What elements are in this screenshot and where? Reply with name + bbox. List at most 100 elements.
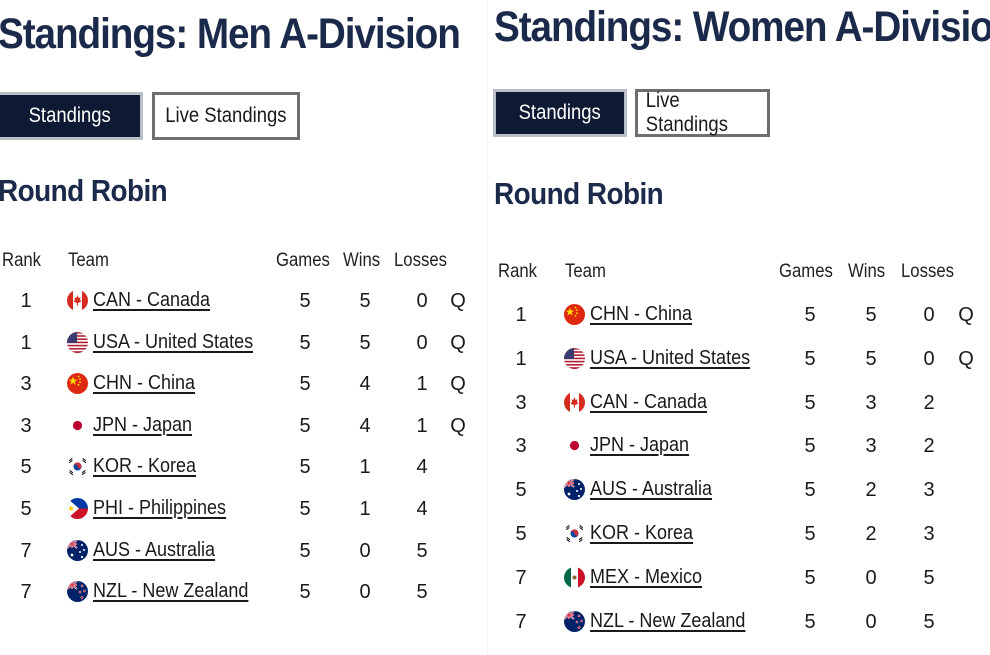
header-games: Games bbox=[779, 261, 833, 282]
team-link[interactable]: AUS - Australia bbox=[590, 478, 713, 501]
rank-value: 3 bbox=[20, 373, 32, 396]
team-link[interactable]: KOR - Korea bbox=[590, 522, 694, 544]
header-rank: Rank bbox=[2, 250, 42, 271]
rank-value: 5 bbox=[20, 498, 32, 520]
header-rank: Rank bbox=[498, 261, 538, 282]
table-row: 3 JPN - Japan 5 3 2 bbox=[488, 434, 990, 479]
losses-value: 3 bbox=[923, 523, 935, 545]
losses-value: 0 bbox=[416, 331, 428, 354]
korea-flag-icon bbox=[67, 456, 88, 478]
games-value: 5 bbox=[804, 479, 816, 502]
new-zealand-flag-icon bbox=[67, 581, 88, 603]
team-cell: USA - United States bbox=[564, 347, 768, 370]
table-row: 5 AUS - Australia 5 2 3 bbox=[488, 478, 990, 523]
rank-value: 5 bbox=[515, 523, 527, 545]
tab-standings[interactable]: Standings bbox=[0, 92, 143, 140]
team-link[interactable]: JPN - Japan bbox=[93, 413, 193, 436]
wins-value: 0 bbox=[865, 610, 877, 633]
team-link[interactable]: NZL - New Zealand bbox=[590, 609, 746, 632]
rank-value: 3 bbox=[515, 435, 527, 458]
team-link[interactable]: MEX - Mexico bbox=[590, 565, 703, 588]
games-value: 5 bbox=[804, 304, 816, 326]
team-cell: PHI - Philippines bbox=[67, 497, 241, 520]
wins-value: 1 bbox=[359, 456, 371, 479]
games-value: 5 bbox=[804, 610, 816, 633]
table-row: 1 CAN - Canada 5 5 0 Q bbox=[0, 289, 487, 332]
team-link[interactable]: KOR - Korea bbox=[93, 455, 197, 478]
header-wins: Wins bbox=[343, 250, 381, 271]
table-row: 3 JPN - Japan 5 4 1 Q bbox=[0, 414, 487, 457]
team-cell: JPN - Japan bbox=[564, 434, 700, 457]
tab-standings[interactable]: Standings bbox=[493, 89, 627, 137]
table-row: 5 KOR - Korea 5 2 3 bbox=[488, 522, 990, 567]
rank-value: 3 bbox=[515, 391, 527, 414]
wins-value: 5 bbox=[865, 304, 877, 326]
wins-value: 4 bbox=[359, 373, 371, 396]
rank-value: 5 bbox=[515, 479, 527, 502]
mexico-flag-icon bbox=[564, 566, 585, 588]
qualified-badge: Q bbox=[450, 373, 466, 396]
games-value: 5 bbox=[804, 347, 816, 370]
wins-value: 3 bbox=[865, 435, 877, 458]
rank-value: 7 bbox=[515, 610, 527, 633]
wins-value: 2 bbox=[865, 479, 877, 502]
team-cell: CHN - China bbox=[67, 372, 206, 395]
canada-flag-icon bbox=[564, 391, 585, 413]
losses-value: 5 bbox=[416, 581, 428, 604]
losses-value: 1 bbox=[416, 373, 428, 396]
tab-live-standings[interactable]: Live Standings bbox=[635, 89, 770, 137]
losses-value: 5 bbox=[923, 610, 935, 633]
qualified-badge: Q bbox=[450, 331, 466, 354]
australia-flag-icon bbox=[564, 479, 585, 501]
section-title: Round Robin bbox=[0, 173, 168, 208]
team-link[interactable]: JPN - Japan bbox=[590, 434, 690, 457]
table-row: 7 NZL - New Zealand 5 0 5 bbox=[488, 609, 990, 655]
rank-value: 7 bbox=[20, 581, 32, 604]
team-link[interactable]: NZL - New Zealand bbox=[93, 580, 249, 603]
team-cell: USA - United States bbox=[67, 331, 271, 354]
games-value: 5 bbox=[299, 581, 311, 604]
team-cell: NZL - New Zealand bbox=[67, 580, 266, 603]
team-link[interactable]: PHI - Philippines bbox=[93, 497, 227, 519]
usa-flag-icon bbox=[564, 347, 585, 369]
rank-value: 1 bbox=[20, 331, 32, 354]
table-row: 7 MEX - Mexico 5 0 5 bbox=[488, 566, 990, 611]
team-cell: CAN - Canada bbox=[67, 289, 223, 312]
games-value: 5 bbox=[804, 523, 816, 545]
team-cell: MEX - Mexico bbox=[564, 566, 714, 589]
losses-value: 0 bbox=[416, 290, 428, 312]
games-value: 5 bbox=[299, 331, 311, 354]
games-value: 5 bbox=[299, 539, 311, 562]
team-link[interactable]: AUS - Australia bbox=[93, 538, 216, 561]
section-title: Round Robin bbox=[494, 176, 664, 211]
team-cell: CAN - Canada bbox=[564, 391, 720, 414]
australia-flag-icon bbox=[67, 539, 88, 561]
losses-value: 1 bbox=[416, 414, 428, 437]
tab-live-standings[interactable]: Live Standings bbox=[152, 92, 300, 140]
table-row: 5 KOR - Korea 5 1 4 bbox=[0, 455, 487, 498]
team-link[interactable]: USA - United States bbox=[590, 346, 751, 369]
wins-value: 5 bbox=[865, 347, 877, 370]
team-link[interactable]: CAN - Canada bbox=[93, 289, 211, 311]
losses-value: 5 bbox=[923, 566, 935, 589]
header-wins: Wins bbox=[848, 261, 886, 282]
team-cell: JPN - Japan bbox=[67, 414, 203, 437]
games-value: 5 bbox=[804, 391, 816, 414]
losses-value: 5 bbox=[416, 539, 428, 562]
team-link[interactable]: CAN - Canada bbox=[590, 390, 708, 413]
rank-value: 7 bbox=[515, 566, 527, 589]
header-team: Team bbox=[68, 250, 109, 271]
qualified-badge: Q bbox=[958, 304, 974, 326]
page-title: Standings: Men A-Division bbox=[0, 10, 461, 58]
wins-value: 5 bbox=[359, 331, 371, 354]
games-value: 5 bbox=[299, 498, 311, 520]
canada-flag-icon bbox=[67, 290, 88, 311]
team-link[interactable]: USA - United States bbox=[93, 330, 254, 353]
games-value: 5 bbox=[299, 290, 311, 312]
team-cell: KOR - Korea bbox=[67, 455, 207, 478]
team-link[interactable]: CHN - China bbox=[93, 372, 196, 395]
games-value: 5 bbox=[804, 566, 816, 589]
header-losses: Losses bbox=[394, 250, 447, 271]
team-link[interactable]: CHN - China bbox=[590, 303, 693, 325]
rank-value: 7 bbox=[20, 539, 32, 562]
